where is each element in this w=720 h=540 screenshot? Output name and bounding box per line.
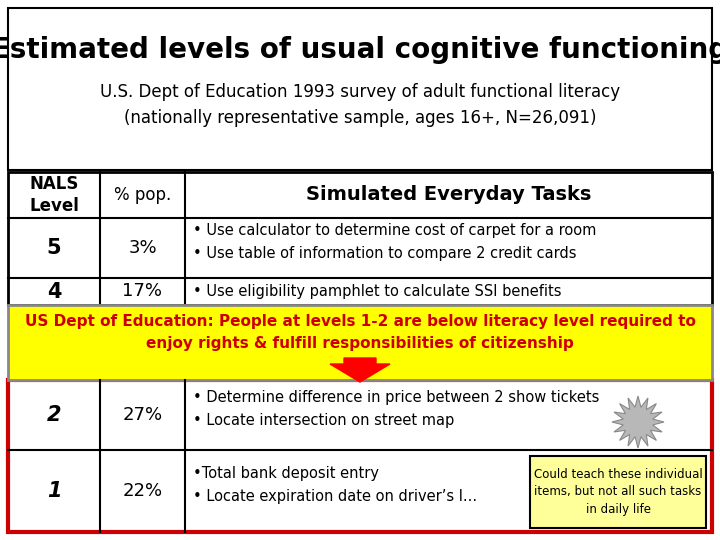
FancyBboxPatch shape <box>8 8 712 170</box>
Text: 3%: 3% <box>128 239 157 257</box>
Text: US Dept of Education: People at levels 1-2 are below literacy level required to
: US Dept of Education: People at levels 1… <box>24 314 696 351</box>
FancyBboxPatch shape <box>8 380 712 532</box>
FancyBboxPatch shape <box>8 305 712 380</box>
Text: 17%: 17% <box>122 282 163 300</box>
Text: 1: 1 <box>47 481 61 501</box>
FancyBboxPatch shape <box>530 456 706 528</box>
Text: 5: 5 <box>47 238 61 258</box>
Text: Could teach these individual
items, but not all such tasks
in daily life: Could teach these individual items, but … <box>534 469 703 516</box>
Text: 22%: 22% <box>122 482 163 500</box>
Polygon shape <box>330 358 390 382</box>
Text: 4: 4 <box>47 281 61 301</box>
Text: • Determine difference in price between 2 show tickets
• Locate intersection on : • Determine difference in price between … <box>193 390 599 428</box>
Text: •Total bank deposit entry
• Locate expiration date on driver’s l...: •Total bank deposit entry • Locate expir… <box>193 467 477 504</box>
Text: NALS
Level: NALS Level <box>29 175 79 215</box>
Text: U.S. Dept of Education 1993 survey of adult functional literacy
(nationally repr: U.S. Dept of Education 1993 survey of ad… <box>100 83 620 127</box>
FancyBboxPatch shape <box>8 172 712 305</box>
Text: 27%: 27% <box>122 406 163 424</box>
Text: Estimated levels of usual cognitive functioning: Estimated levels of usual cognitive func… <box>0 36 720 64</box>
Text: • Use eligibility pamphlet to calculate SSI benefits: • Use eligibility pamphlet to calculate … <box>193 284 562 299</box>
Text: Simulated Everyday Tasks: Simulated Everyday Tasks <box>306 186 591 205</box>
Text: • Use calculator to determine cost of carpet for a room
• Use table of informati: • Use calculator to determine cost of ca… <box>193 224 596 261</box>
Polygon shape <box>612 396 664 448</box>
Text: 2: 2 <box>47 405 61 425</box>
Text: % pop.: % pop. <box>114 186 171 204</box>
